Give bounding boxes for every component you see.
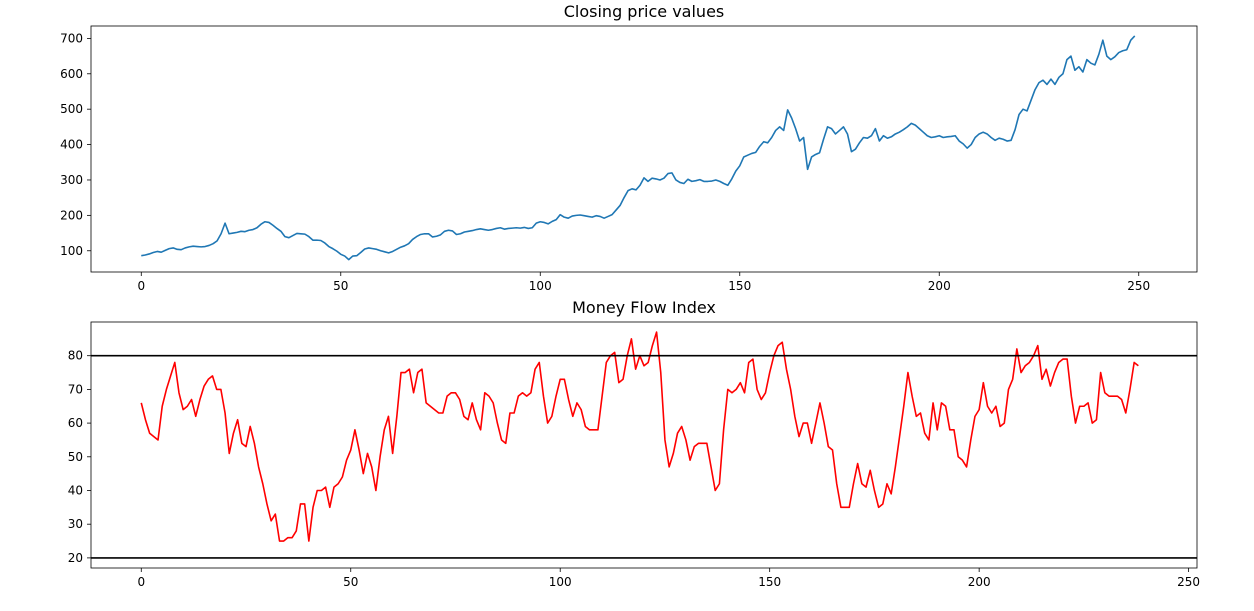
price-y-tick-label: 300 bbox=[60, 173, 83, 187]
price-y-tick-label: 100 bbox=[60, 244, 83, 258]
price-axes-frame bbox=[90, 25, 1198, 273]
mfi-y-tick-label: 70 bbox=[68, 382, 83, 396]
mfi-x-tick-label: 250 bbox=[1177, 575, 1200, 589]
price-chart-title: Closing price values bbox=[564, 2, 725, 21]
mfi-y-tick-label: 50 bbox=[68, 450, 83, 464]
price-x-tick-label: 50 bbox=[333, 279, 348, 293]
money-flow-index-chart: Money Flow Index 0 50 100 150 200 250 20 30 40 50 6… bbox=[68, 298, 1200, 589]
price-series-line bbox=[141, 35, 1136, 261]
mfi-y-tick-label: 20 bbox=[68, 551, 83, 565]
mfi-x-tick-label: 0 bbox=[137, 575, 145, 589]
price-x-tick-label: 0 bbox=[137, 279, 145, 293]
mfi-x-tick-label: 200 bbox=[968, 575, 991, 589]
price-y-tick-label: 200 bbox=[60, 208, 83, 222]
price-y-tick-label: 400 bbox=[60, 138, 83, 152]
mfi-y-tick-label: 80 bbox=[68, 349, 83, 363]
price-x-tick-label: 200 bbox=[928, 279, 951, 293]
mfi-x-tick-label: 150 bbox=[758, 575, 781, 589]
mfi-y-tick-label: 30 bbox=[68, 517, 83, 531]
price-x-tick-label: 250 bbox=[1127, 279, 1150, 293]
price-x-tick-label: 150 bbox=[728, 279, 751, 293]
mfi-x-tick-label: 50 bbox=[343, 575, 358, 589]
price-y-tick-label: 700 bbox=[60, 31, 83, 45]
price-x-tick-label: 100 bbox=[529, 279, 552, 293]
mfi-chart-title: Money Flow Index bbox=[572, 298, 716, 317]
mfi-x-tick-label: 100 bbox=[549, 575, 572, 589]
price-y-tick-label: 500 bbox=[60, 102, 83, 116]
mfi-axes-frame bbox=[90, 321, 1198, 569]
price-y-tick-label: 600 bbox=[60, 67, 83, 81]
mfi-y-tick-label: 60 bbox=[68, 416, 83, 430]
mfi-y-tick-label: 40 bbox=[68, 483, 83, 497]
closing-price-chart: Closing price values 0 50 100 150 200 250 100 20… bbox=[60, 2, 1198, 293]
